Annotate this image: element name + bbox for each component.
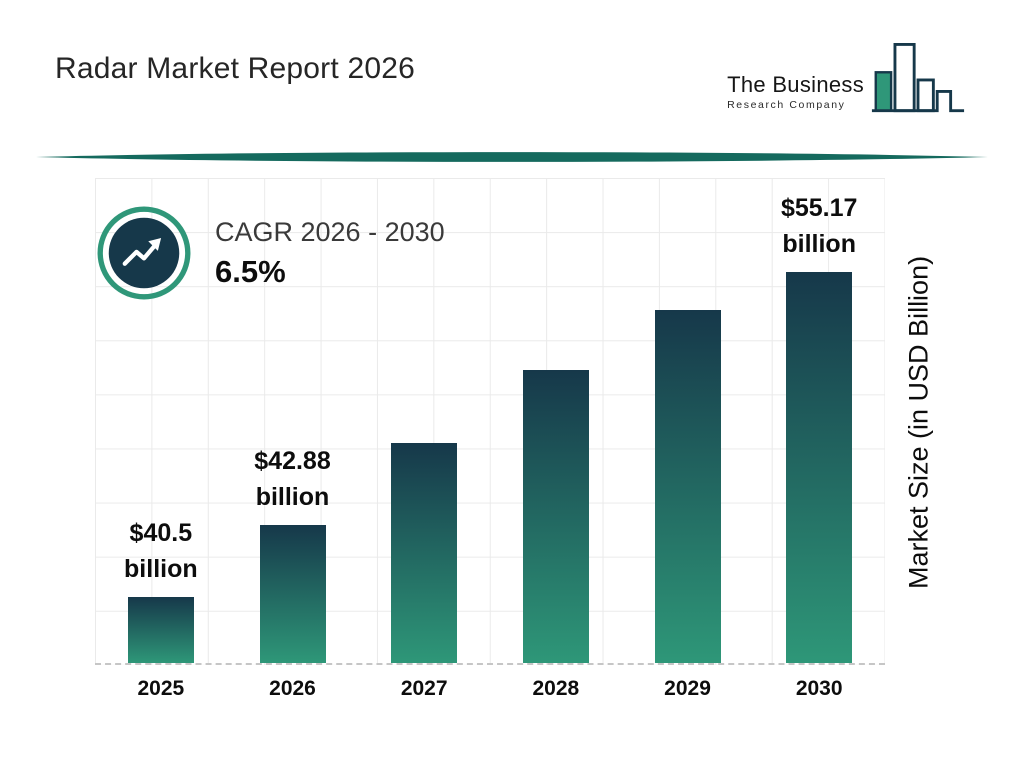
bar-column-2025: $40.5 billion: [95, 515, 227, 663]
bar-column-2026: $42.88 billion: [227, 443, 359, 663]
logo-text: The Business Research Company: [727, 72, 864, 111]
page-title: Radar Market Report 2026: [55, 52, 415, 85]
bar-2025: [127, 597, 194, 663]
y-axis-title: Market Size (in USD Billion): [903, 255, 934, 589]
company-logo: The Business Research Company: [727, 40, 966, 123]
bar-value-label-2030: $55.17 billion: [780, 193, 858, 258]
cagr-text: CAGR 2026 - 2030 6.5%: [215, 217, 445, 290]
bar-value-label-2025: $40.5 billion: [124, 518, 198, 583]
bar-2027: [391, 443, 458, 663]
logo-subname: Research Company: [727, 99, 846, 111]
cagr-label: CAGR 2026 - 2030: [215, 216, 445, 247]
bar-2030: [786, 272, 853, 663]
cagr-value: 6.5%: [215, 253, 286, 289]
x-axis-label-2028: 2028: [532, 677, 580, 700]
years-row: 2025 2026 2027 2028 2029 2030: [95, 677, 885, 701]
x-axis-label-2025: 2025: [137, 677, 185, 700]
bars-row: $40.5 billion $42.88 billion $55.17 billio…: [95, 178, 885, 663]
logo-name: The Business: [727, 72, 864, 97]
growth-trend-icon: [97, 206, 191, 300]
logo-bar-chart-icon: [870, 40, 966, 123]
bar-column-2029: [622, 310, 754, 663]
x-axis-label-2027: 2027: [400, 677, 448, 700]
divider: [36, 150, 988, 164]
bar-column-2027: [358, 443, 490, 663]
x-axis-label-2026: 2026: [269, 677, 316, 700]
bar-chart: $40.5 billion $42.88 billion $55.17 billio…: [95, 178, 885, 701]
x-axis-label-2029: 2029: [664, 677, 711, 700]
bar-column-2028: [490, 370, 622, 663]
bar-2026: [259, 525, 326, 663]
x-axis-label-2030: 2030: [795, 677, 843, 700]
plot-area: $40.5 billion $42.88 billion $55.17 billio…: [95, 178, 885, 665]
bar-2029: [654, 310, 721, 663]
bar-2028: [522, 370, 589, 663]
bar-value-label-2026: $42.88 billion: [254, 446, 331, 511]
bar-column-2030: $55.17 billion: [753, 190, 885, 663]
cagr-badge: CAGR 2026 - 2030 6.5%: [97, 206, 445, 300]
